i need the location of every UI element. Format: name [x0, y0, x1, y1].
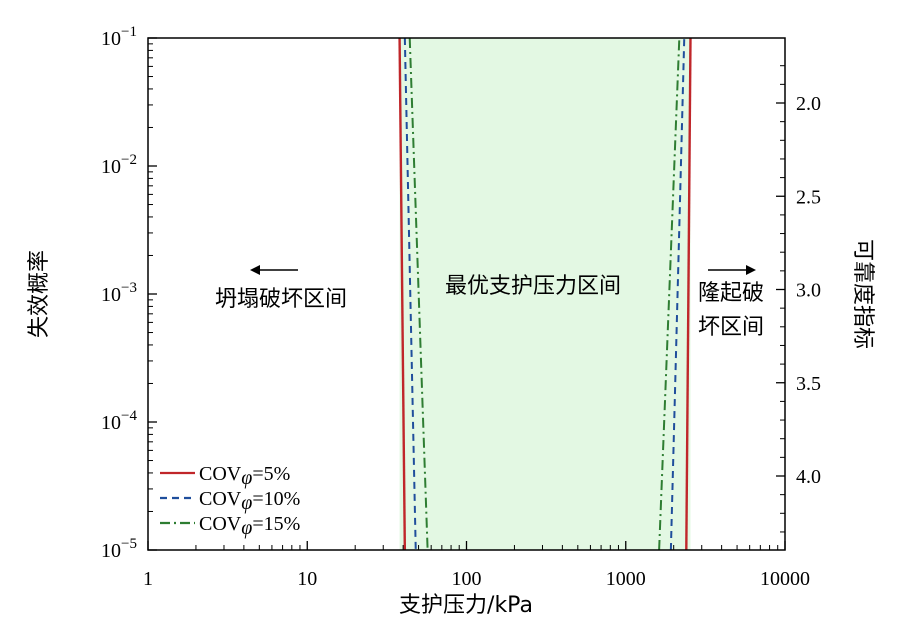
y2-tick-label: 3.0	[796, 280, 821, 302]
series-2-left-line	[403, 37, 417, 551]
heave-zone-label-line2: 坏区间	[698, 315, 764, 340]
legend-label-3: COVφ=15%	[199, 513, 300, 539]
y2-axis: 2.0 2.5 3.0 3.5 4.0	[776, 65, 821, 533]
y-axis: 10−5 10−4 10−3 10−2 10−1	[101, 24, 157, 562]
series-3-right-line	[658, 37, 681, 551]
legend-label-1: COVφ=5%	[199, 463, 290, 489]
legend-label-2: COVφ=10%	[199, 488, 300, 514]
series-3-left-line	[408, 37, 429, 551]
series-2-right-line	[669, 37, 686, 551]
y-tick-label: 10−4	[101, 408, 137, 434]
x-tick-label: 1000	[606, 568, 646, 590]
y2-tick-label: 2.5	[796, 186, 821, 208]
collapse-zone-label: 坍塌破坏区间	[215, 287, 347, 312]
y2-tick-label: 2.0	[796, 93, 821, 115]
y2-tick-label: 3.5	[796, 373, 821, 395]
optimal-region	[399, 38, 691, 550]
x-tick-label: 1	[143, 568, 153, 590]
heave-zone-label-line1: 隆起破	[698, 281, 764, 306]
y-tick-label: 10−3	[101, 280, 137, 306]
series-1-left-line	[398, 37, 407, 551]
x-tick-label: 10000	[760, 568, 810, 590]
x-tick-label: 10	[297, 568, 317, 590]
curves	[398, 37, 692, 551]
y-axis-label: 失效概率	[27, 250, 52, 338]
x-tick-label: 100	[452, 568, 482, 590]
y2-tick-label: 4.0	[796, 466, 821, 488]
right-arrow-icon	[708, 265, 756, 275]
series-1-right-line	[685, 37, 692, 551]
x-axis: 1 10 100 1000 10000	[143, 541, 810, 590]
left-arrow-icon	[250, 265, 298, 275]
y-tick-label: 10−2	[101, 152, 137, 178]
y-tick-label: 10−5	[101, 536, 137, 562]
y2-axis-label: 可靠度指标	[850, 239, 875, 349]
legend: COVφ=5%COVφ=10%COVφ=15%	[160, 463, 300, 539]
y-tick-label: 10−1	[101, 24, 137, 50]
x-axis-label: 支护压力/kPa	[399, 593, 533, 618]
optimal-zone-label: 最优支护压力区间	[445, 274, 621, 299]
